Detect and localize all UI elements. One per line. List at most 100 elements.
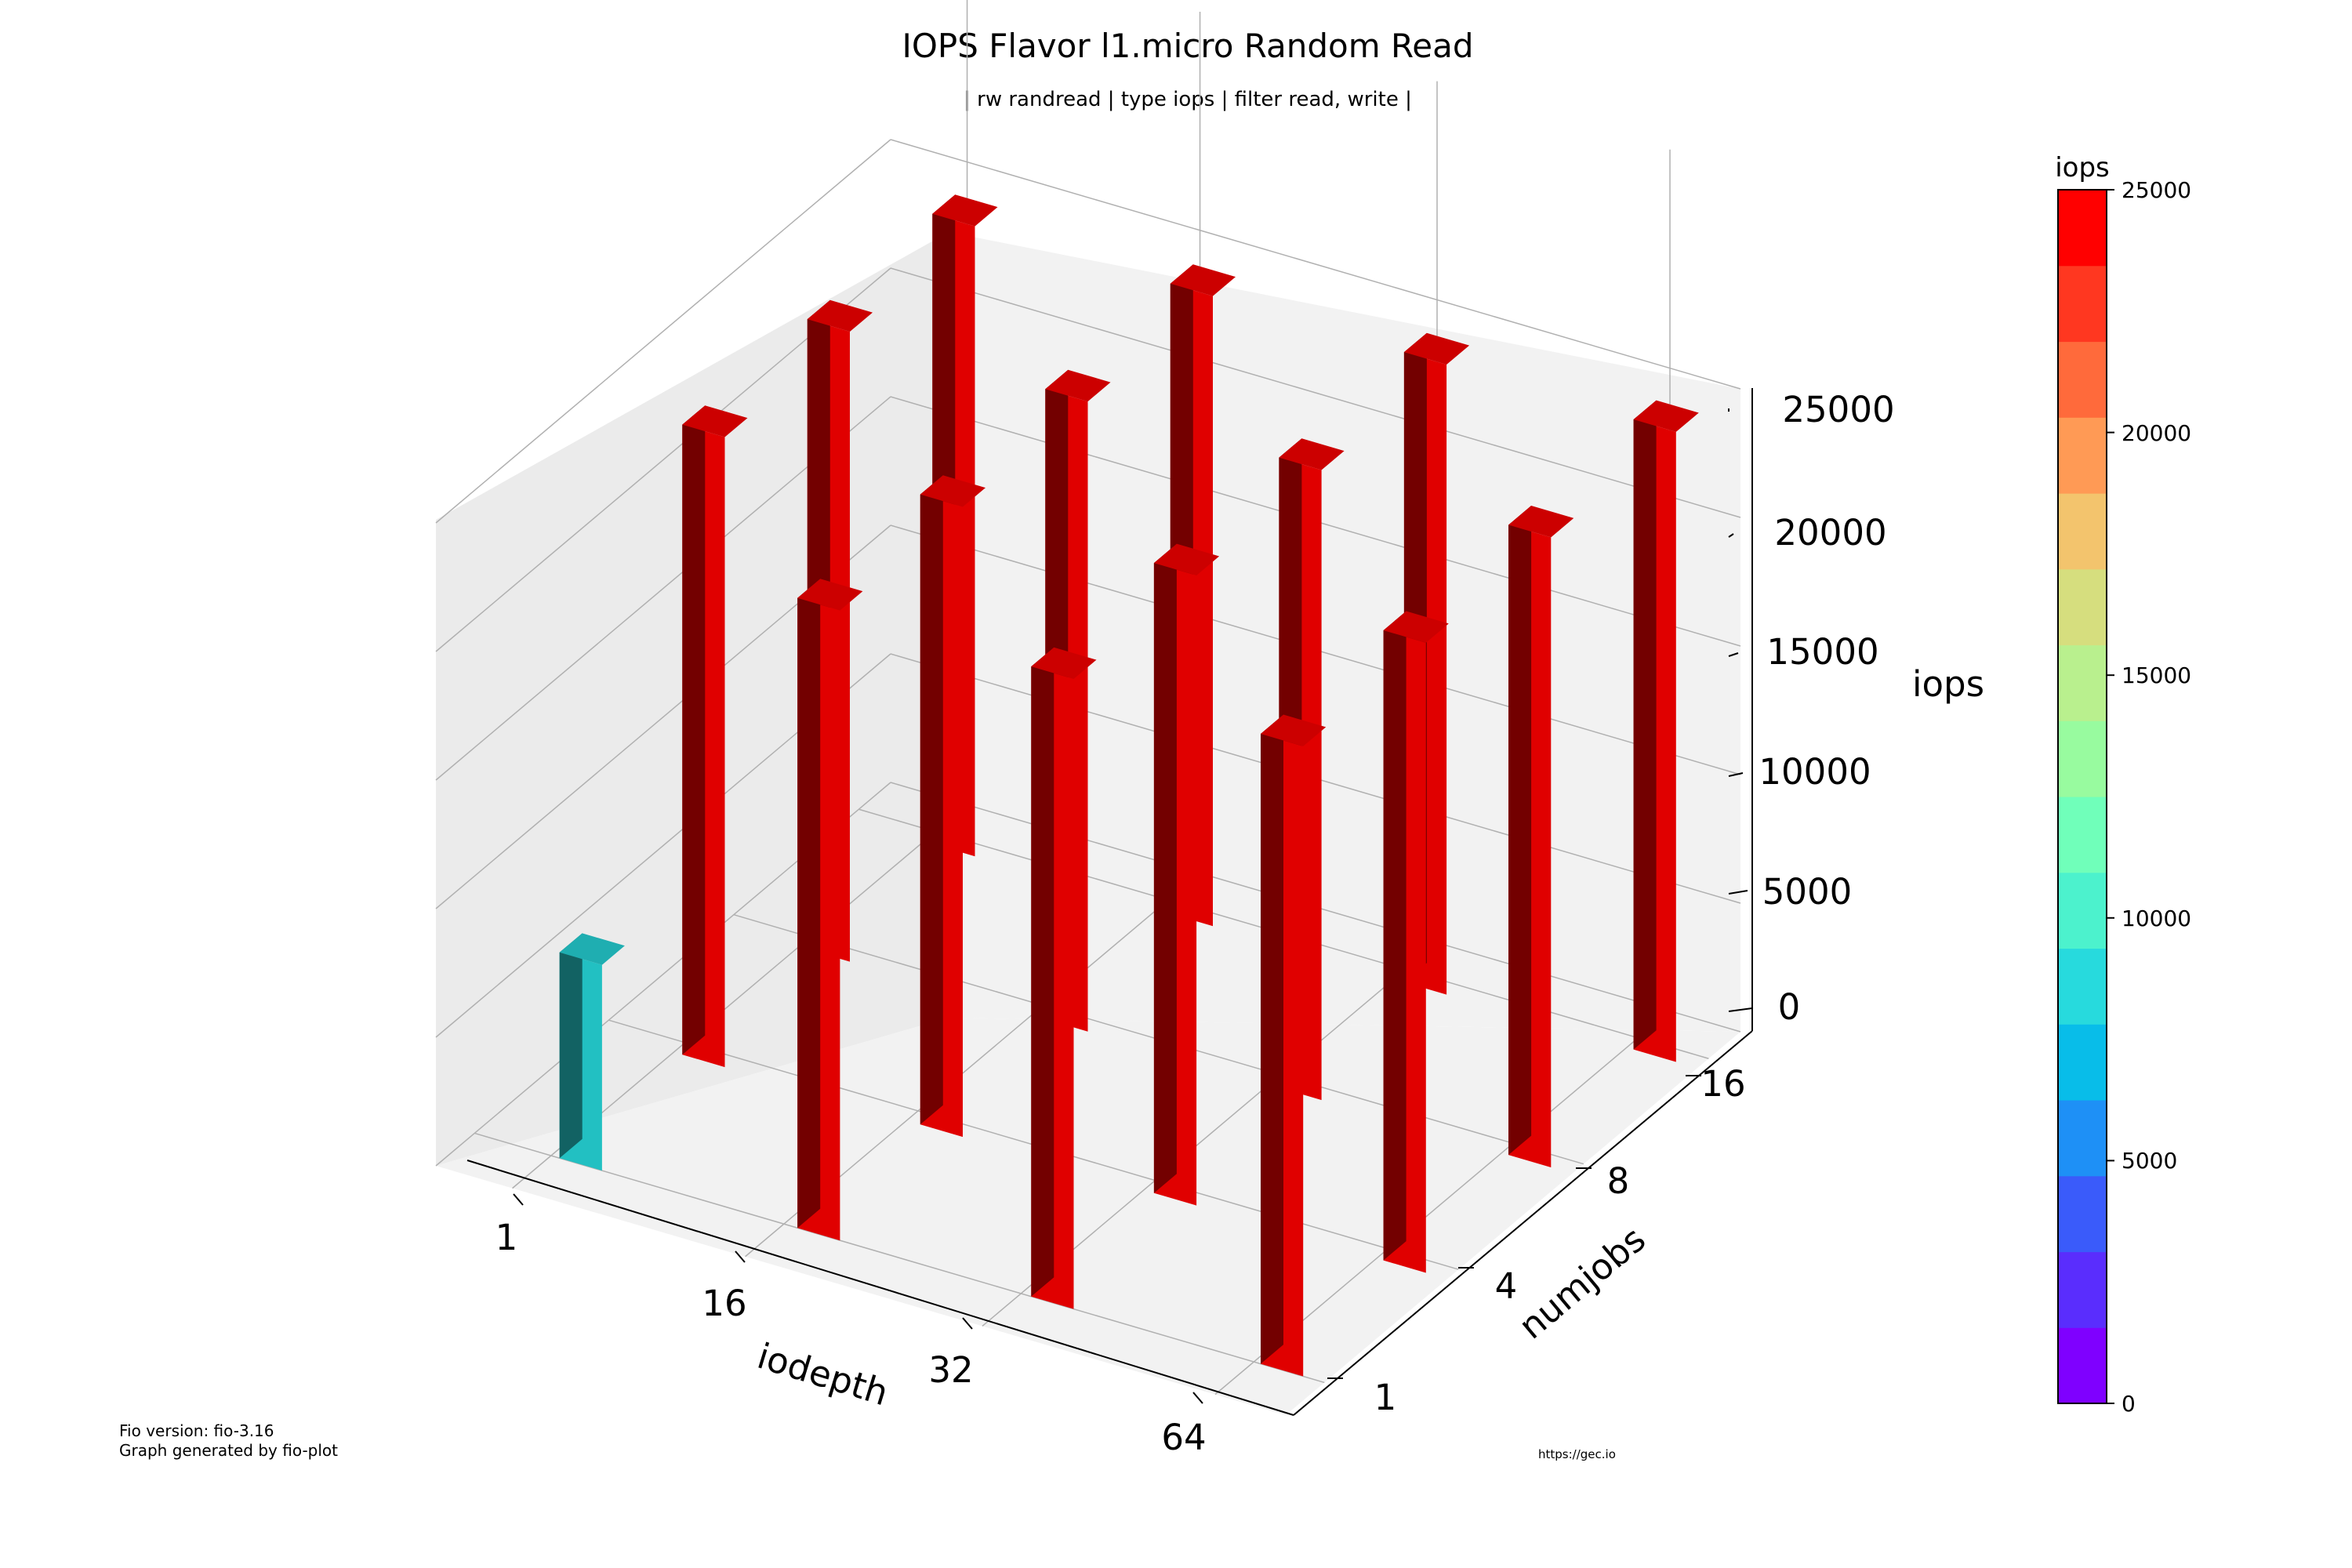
colorbar-segment	[2058, 720, 2107, 797]
colorbar-segment	[2058, 1327, 2107, 1404]
x-tick-mark	[962, 1317, 973, 1330]
bar-face-top	[1261, 714, 1327, 746]
bar-face-side	[1031, 647, 1054, 1297]
z-tick-label: 15000	[1766, 631, 1878, 673]
bar-face-side	[1383, 611, 1406, 1261]
grid-line	[890, 139, 1741, 390]
colorbar-segment	[2058, 341, 2107, 418]
bar	[1031, 647, 1097, 1309]
colorbar-title: iops	[2055, 152, 2110, 183]
bar	[797, 579, 863, 1241]
colorbar-segment	[2058, 493, 2107, 570]
y-tick-label: 4	[1495, 1265, 1518, 1307]
bar-face-side	[559, 933, 583, 1159]
bar-face-side	[1153, 543, 1177, 1193]
bar-face-top	[559, 933, 625, 965]
bar-face-side	[1633, 400, 1657, 1050]
colorbar-segment	[2058, 1251, 2107, 1328]
z-tick-mark	[1728, 890, 1748, 895]
grid-line	[890, 267, 1741, 518]
bar-face-top	[1508, 506, 1574, 538]
bar-face-top	[920, 475, 985, 507]
bar-face-top	[682, 405, 748, 437]
x-tick-mark	[735, 1250, 746, 1263]
colorbar-tick-label: 20000	[2122, 420, 2191, 446]
gec-url-text: https://gec.io	[1538, 1447, 1616, 1461]
z-tick-label: 20000	[1774, 512, 1886, 554]
y-axis-title: numjobs	[1511, 1218, 1653, 1348]
y-axis-line	[1293, 1030, 1753, 1416]
y-tick-label: 1	[1374, 1377, 1397, 1418]
colorbar-ticks	[2107, 189, 2114, 1404]
bar-face-top	[807, 299, 873, 332]
colorbar-segment	[2058, 1024, 2107, 1101]
colorbar-tick-label: 25000	[2122, 177, 2191, 203]
bar-face-side	[797, 579, 821, 1229]
bar-face-top	[1279, 438, 1345, 470]
tick-marks	[513, 408, 1753, 1404]
bar-face-top	[1153, 543, 1220, 575]
z-tick-mark	[1728, 1007, 1753, 1012]
colorbar-segment	[2058, 872, 2107, 949]
bar	[1261, 714, 1327, 1377]
bar-face-side	[920, 475, 943, 1125]
colorbar-segment	[2058, 1175, 2107, 1253]
bar-face-side	[682, 405, 706, 1055]
bar-face-top	[932, 194, 998, 227]
z-tick-label: 0	[1778, 986, 1801, 1028]
bar-face-top	[1403, 332, 1470, 365]
chart-subtitle: | rw randread | type iops | filter read,…	[964, 88, 1412, 111]
x-tick-label: 16	[702, 1283, 746, 1324]
colorbar-tick-labels: 0 5000 10000 15000 20000 25000	[2122, 177, 2191, 1417]
fio-version-text: Fio version: fio-3.16	[119, 1421, 274, 1440]
bar-face-top	[1633, 400, 1699, 432]
generated-by-text: Graph generated by fio-plot	[119, 1441, 338, 1460]
x-tick-label: 1	[495, 1217, 518, 1258]
z-axis-title: iops	[1912, 663, 1984, 705]
bar	[1633, 400, 1699, 1062]
bar-face-side	[1261, 714, 1283, 1364]
grid-line	[435, 139, 891, 524]
bar-face-top	[1383, 611, 1449, 643]
colorbar-segment	[2058, 644, 2107, 721]
colorbar-segment	[2058, 1100, 2107, 1177]
colorbar-segment	[2058, 265, 2107, 343]
colorbar-segment	[2058, 568, 2107, 646]
z-tick-mark	[1728, 772, 1744, 777]
colorbar-tick-label: 10000	[2122, 906, 2191, 931]
z-tick-mark	[1728, 652, 1739, 657]
x-tick-mark	[513, 1193, 524, 1206]
chart-title: IOPS Flavor l1.micro Random Read	[902, 27, 1473, 65]
grid-line	[474, 1132, 1325, 1384]
bar-face-side	[1508, 506, 1532, 1156]
x-tick-mark	[1192, 1392, 1203, 1404]
colorbar-segment	[2058, 190, 2107, 267]
colorbar-segments	[2058, 190, 2107, 1404]
bar-face-top	[1045, 369, 1111, 402]
bar	[920, 475, 985, 1138]
bar	[1153, 543, 1220, 1206]
bar-face-top	[1170, 264, 1236, 296]
colorbar-segment	[2058, 797, 2107, 873]
z-tick-label: 25000	[1782, 389, 1894, 430]
x-tick-label: 64	[1161, 1417, 1206, 1458]
x-tick-labels: 1 16 32 64	[495, 1217, 1207, 1458]
x-tick-label: 32	[928, 1349, 973, 1391]
colorbar-tick-label: 0	[2122, 1391, 2136, 1417]
bars-group	[559, 194, 1699, 1377]
colorbar-tick-label: 15000	[2122, 662, 2191, 688]
colorbar-tick-label: 5000	[2122, 1148, 2177, 1174]
colorbar-frame	[2057, 189, 2107, 1404]
bar-face-top	[797, 579, 863, 611]
z-tick-labels: 0 5000 10000 15000 20000 25000	[1759, 389, 1894, 1028]
axes-3d: 1 16 32 64 1 4 8 16 0 5000 10000 15000 2…	[435, 0, 1984, 1458]
z-tick-mark	[1728, 533, 1734, 538]
y-tick-labels: 1 4 8 16	[1374, 1063, 1746, 1418]
y-tick-label: 16	[1700, 1063, 1745, 1105]
z-tick-label: 10000	[1759, 751, 1871, 793]
bar	[1383, 611, 1449, 1273]
colorbar-segment	[2058, 948, 2107, 1025]
bar-face-top	[1031, 647, 1097, 679]
bar	[682, 405, 748, 1068]
